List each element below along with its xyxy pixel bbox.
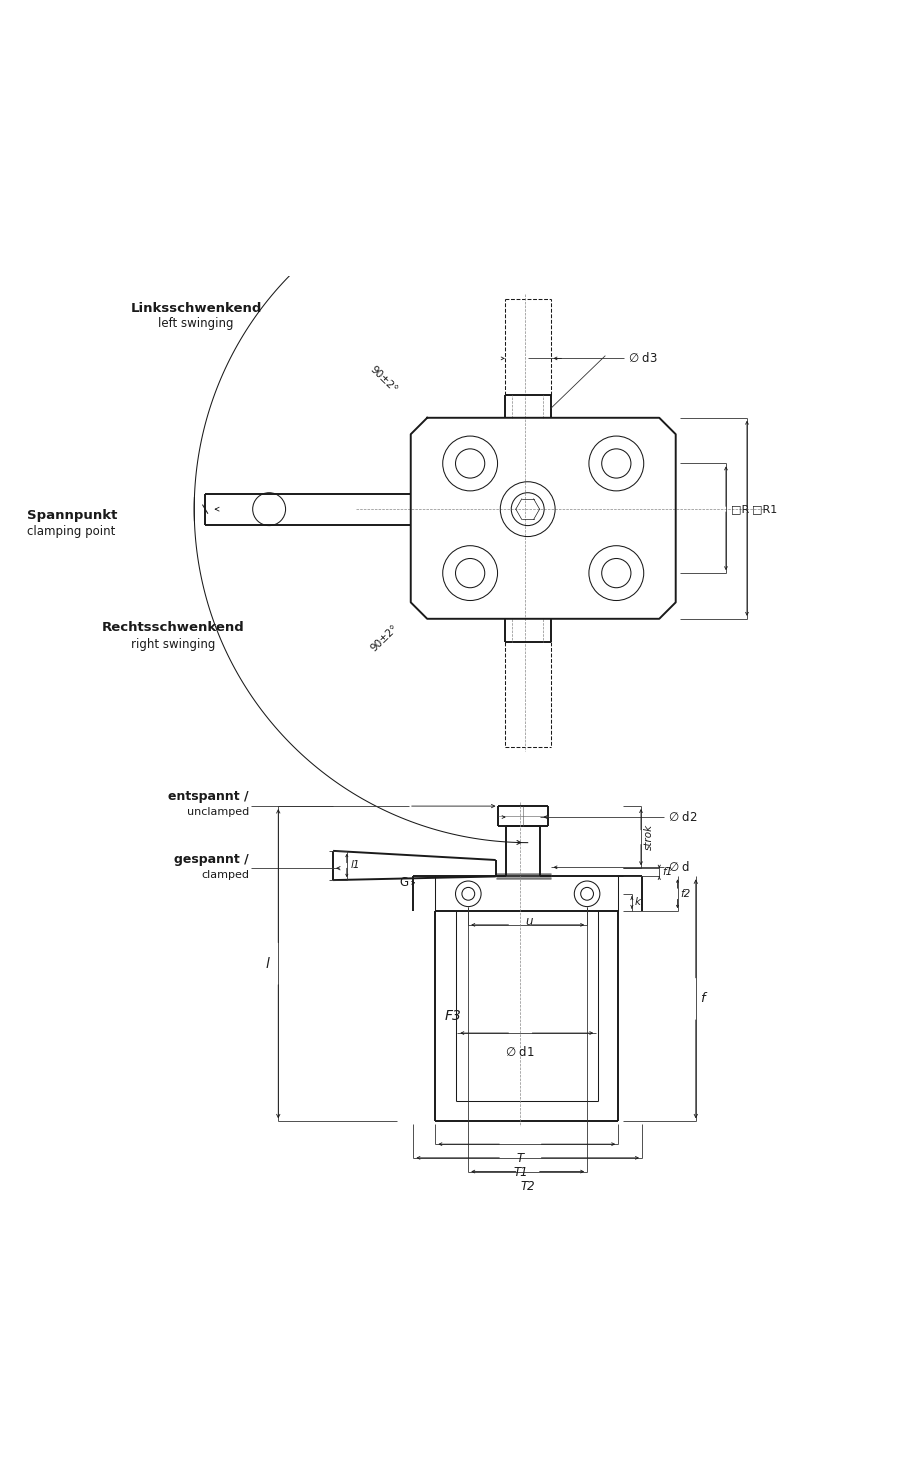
- Text: $\emptyset$ d1: $\emptyset$ d1: [505, 1045, 536, 1058]
- Text: $\emptyset$ d2: $\emptyset$ d2: [668, 811, 698, 824]
- Text: Linksschwenkend: Linksschwenkend: [130, 302, 262, 315]
- Text: f2: f2: [680, 888, 691, 899]
- Text: clamped: clamped: [201, 869, 249, 880]
- Text: right swinging: right swinging: [131, 638, 216, 651]
- Text: $\emptyset$ d: $\emptyset$ d: [668, 861, 691, 874]
- Text: $\emptyset$ d3: $\emptyset$ d3: [628, 352, 658, 365]
- Text: unclamped: unclamped: [187, 808, 249, 818]
- Text: G: G: [400, 877, 409, 890]
- Text: l1: l1: [350, 861, 360, 871]
- Text: Spannpunkt: Spannpunkt: [27, 509, 117, 522]
- Text: l: l: [266, 957, 269, 970]
- Text: u: u: [525, 915, 533, 928]
- Text: 90±2°: 90±2°: [369, 365, 399, 394]
- Text: k: k: [634, 897, 641, 907]
- Text: f: f: [701, 992, 705, 1006]
- Text: left swinging: left swinging: [159, 317, 234, 330]
- Text: T: T: [517, 1152, 524, 1165]
- Text: T1: T1: [513, 1165, 527, 1179]
- Text: 90±2°: 90±2°: [369, 623, 399, 654]
- Text: □R1: □R1: [751, 504, 777, 515]
- Text: f1: f1: [662, 868, 672, 877]
- Text: Rechtsschwenkend: Rechtsschwenkend: [101, 622, 244, 635]
- Text: strok: strok: [644, 824, 654, 850]
- Text: T2: T2: [520, 1180, 535, 1193]
- Text: clamping point: clamping point: [27, 525, 115, 538]
- Text: entspannt /: entspannt /: [169, 790, 249, 803]
- Text: F3: F3: [444, 1009, 461, 1023]
- Text: gespannt /: gespannt /: [174, 853, 249, 865]
- Text: □R: □R: [730, 504, 749, 515]
